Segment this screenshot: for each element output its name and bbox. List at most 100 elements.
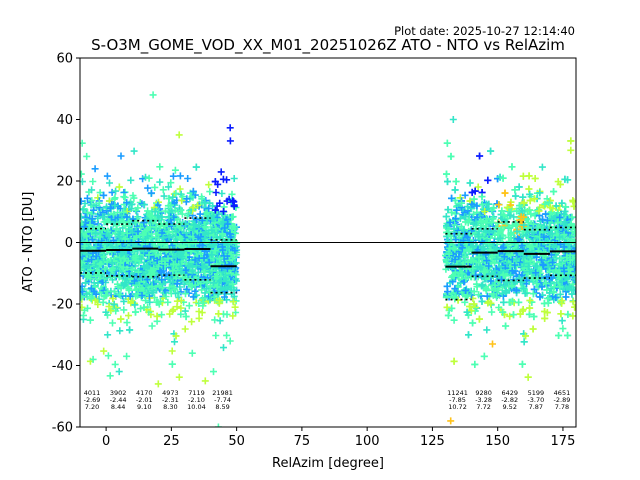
scatter-point	[184, 175, 192, 182]
scatter-point	[134, 290, 142, 298]
scatter-point	[196, 210, 204, 218]
scatter-point	[195, 308, 203, 315]
scatter-point	[226, 337, 234, 345]
scatter-point	[229, 312, 237, 320]
scatter-point	[230, 202, 238, 210]
scatter-point	[176, 172, 184, 180]
scatter-point	[211, 247, 219, 255]
scatter-point	[226, 137, 234, 145]
scatter-point	[146, 298, 154, 306]
scatter-point	[161, 207, 169, 215]
scatter-point	[168, 347, 176, 355]
scatter-point	[215, 310, 222, 318]
scatter-point	[131, 277, 138, 285]
scatter-point	[198, 195, 206, 203]
scatter-point	[223, 331, 231, 339]
scatter-point	[127, 176, 135, 184]
scatter-point	[228, 213, 236, 221]
scatter-point	[170, 199, 178, 207]
scatter-point	[211, 316, 219, 324]
scatter-point	[191, 256, 199, 264]
scatter-point	[122, 251, 130, 259]
chart-title: S-O3M_GOME_VOD_XX_M01_20251026Z ATO - NT…	[91, 36, 565, 55]
scatter-point	[223, 310, 231, 318]
scatter-point	[102, 292, 110, 300]
scatter-point	[155, 231, 162, 239]
scatter-point	[80, 311, 87, 319]
scatter-point	[109, 319, 116, 327]
scatter-point	[175, 373, 183, 381]
scatter-point	[148, 189, 155, 197]
scatter-point	[88, 186, 96, 194]
scatter-point	[217, 285, 225, 293]
scatter-point	[220, 207, 227, 215]
scatter-point	[216, 199, 224, 207]
scatter-point	[92, 272, 100, 280]
scatter-point	[80, 139, 86, 147]
scatter-point	[158, 229, 166, 237]
scatter-point	[91, 283, 99, 291]
scatter-point	[153, 312, 161, 320]
scatter-point	[90, 206, 97, 214]
scatter-point	[164, 298, 172, 306]
scatter-point	[140, 201, 148, 209]
scatter-point	[125, 286, 133, 294]
scatter-point	[134, 228, 142, 235]
scatter-point	[86, 221, 94, 229]
scatter-point	[103, 288, 111, 296]
scatter-point	[117, 258, 125, 266]
scatter-point	[183, 195, 191, 203]
scatter-point	[165, 183, 172, 191]
scatter-point	[155, 217, 163, 225]
scatter-point	[191, 287, 199, 295]
scatter-point	[84, 208, 91, 216]
scatter-point	[134, 204, 142, 212]
scatter-point	[205, 241, 213, 249]
scatter-point	[169, 172, 177, 180]
scatter-point	[126, 326, 134, 334]
scatter-point	[168, 360, 176, 368]
scatter-point	[188, 207, 196, 215]
scatter-point	[120, 297, 128, 305]
scatter-point	[130, 194, 138, 202]
scatter-point	[181, 325, 189, 333]
scatter-point	[230, 286, 238, 294]
scatter-point	[125, 312, 132, 320]
scatter-point	[132, 280, 140, 288]
scatter-point	[116, 291, 124, 299]
scatter-point	[209, 202, 217, 210]
scatter-point	[123, 352, 131, 360]
scatter-point	[226, 124, 234, 132]
scatter-point	[114, 283, 122, 291]
scatter-point	[188, 318, 196, 326]
scatter-point	[212, 189, 220, 196]
scatter-point	[137, 305, 145, 313]
scatter-point	[144, 207, 152, 215]
scatter-point	[232, 271, 240, 279]
scatter-point	[83, 232, 91, 240]
scatter-point	[88, 197, 96, 205]
scatter-point	[223, 176, 231, 184]
scatter-point	[113, 221, 121, 229]
scatter-point	[80, 206, 87, 214]
scatter-point	[106, 179, 113, 187]
scatter-point	[125, 257, 133, 265]
scatter-point	[92, 290, 100, 298]
scatter-point	[185, 302, 193, 310]
scatter-point	[205, 181, 213, 189]
scatter-point	[83, 194, 91, 202]
scatter-point	[231, 247, 239, 255]
scatter-point	[220, 344, 227, 352]
scatter-point	[195, 314, 203, 322]
scatter-point	[221, 284, 229, 292]
scatter-point	[181, 220, 189, 228]
scatter-point	[128, 265, 136, 273]
scatter-point	[204, 229, 212, 237]
scatter-point	[94, 301, 102, 308]
scatter-point	[171, 338, 178, 346]
scatter-point	[205, 204, 213, 212]
scatter-point	[178, 210, 186, 218]
scatter-point	[189, 293, 197, 301]
scatter-point	[229, 198, 237, 206]
